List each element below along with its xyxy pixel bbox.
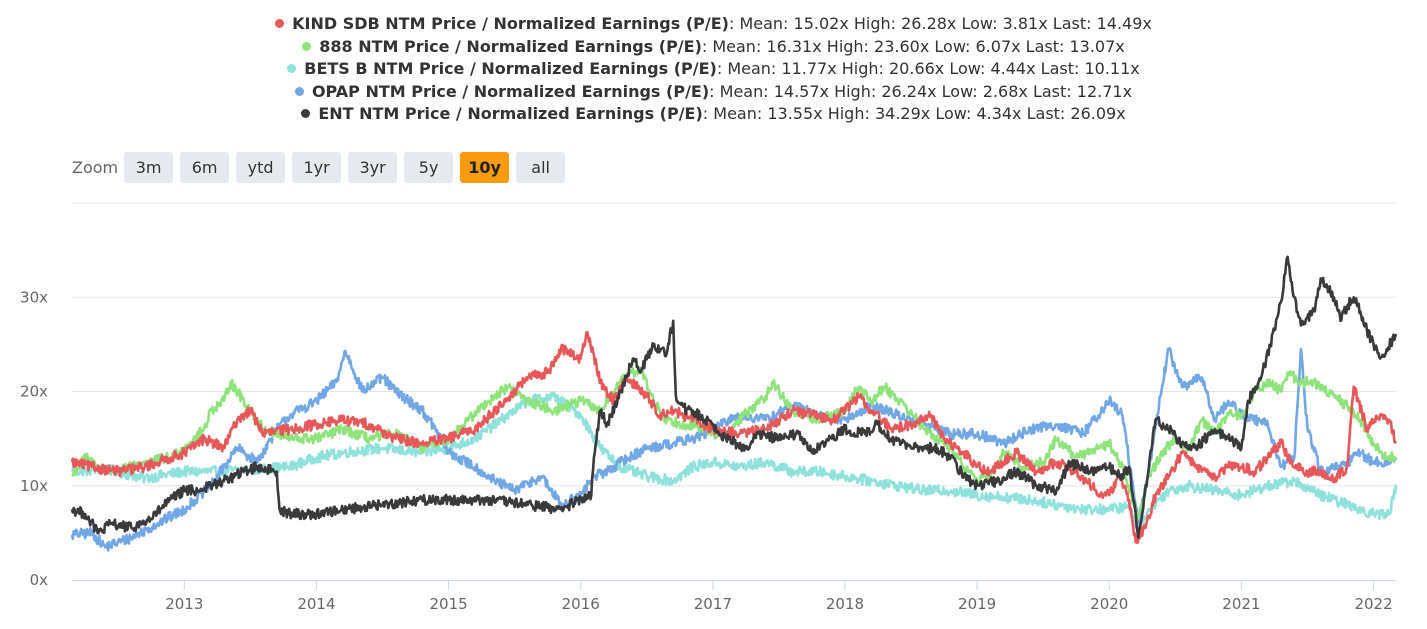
series-line-bets-b[interactable] bbox=[70, 391, 1398, 531]
x-tick-label: 2019 bbox=[958, 595, 996, 613]
legend-dot-opap bbox=[294, 86, 304, 96]
y-tick-label: 0x bbox=[30, 571, 49, 589]
legend-name-opap: OPAP NTM Price / Normalized Earnings (P/… bbox=[311, 81, 710, 101]
legend-name-888: 888 NTM Price / Normalized Earnings (P/E… bbox=[319, 36, 702, 56]
y-tick-label: 20x bbox=[20, 383, 48, 401]
x-tick-label: 2021 bbox=[1222, 595, 1260, 613]
legend-name-ent: ENT NTM Price / Normalized Earnings (P/E… bbox=[318, 104, 703, 123]
legend-item-opap[interactable]: OPAP NTM Price / Normalized Earnings (P/… bbox=[0, 81, 1427, 104]
legend: KIND SDB NTM Price / Normalized Earnings… bbox=[0, 13, 1427, 126]
legend-stats-bets: : Mean: 11.77x High: 20.66x Low: 4.44x L… bbox=[716, 59, 1140, 78]
zoom-button-3yr[interactable]: 3yr bbox=[348, 152, 398, 183]
series-line-ent[interactable] bbox=[70, 255, 1398, 539]
y-axis-labels: 0x 10x 20x 30x bbox=[20, 288, 48, 589]
series-line-opap[interactable] bbox=[70, 346, 1398, 552]
x-axis: 2013 2014 2015 2016 2017 2018 2019 2020 2021 2022 bbox=[72, 580, 1396, 613]
x-tick-label: 2013 bbox=[165, 595, 203, 613]
x-tick-label: 2015 bbox=[429, 595, 467, 613]
y-tick-label: 10x bbox=[20, 477, 48, 495]
legend-dot-888 bbox=[302, 41, 312, 51]
series-lines bbox=[70, 255, 1398, 552]
zoom-button-6m[interactable]: 6m bbox=[180, 152, 230, 183]
zoom-button-5y[interactable]: 5y bbox=[404, 152, 454, 183]
x-tick-label: 2022 bbox=[1354, 595, 1392, 613]
x-tick-label: 2018 bbox=[826, 595, 864, 613]
zoom-button-10y[interactable]: 10y bbox=[460, 152, 510, 183]
y-tick-label: 30x bbox=[20, 288, 48, 306]
legend-name-bets: BETS B NTM Price / Normalized Earnings (… bbox=[304, 59, 717, 78]
legend-dot-ent bbox=[301, 109, 311, 118]
zoom-button-1yr[interactable]: 1yr bbox=[292, 152, 342, 183]
x-tick-label: 2017 bbox=[694, 595, 732, 613]
legend-item-ent[interactable]: ENT NTM Price / Normalized Earnings (P/E… bbox=[0, 103, 1427, 126]
legend-dot-bets bbox=[287, 64, 297, 73]
legend-item-kind[interactable]: KIND SDB NTM Price / Normalized Earnings… bbox=[0, 13, 1427, 36]
zoom-button-ytd[interactable]: ytd bbox=[236, 152, 286, 183]
legend-stats-888: : Mean: 16.31x High: 23.60x Low: 6.07x L… bbox=[701, 36, 1125, 56]
series-line-kind-sdb[interactable] bbox=[70, 331, 1398, 545]
zoom-button-all[interactable]: all bbox=[516, 152, 566, 183]
legend-dot-kind bbox=[275, 19, 285, 28]
legend-item-bets[interactable]: BETS B NTM Price / Normalized Earnings (… bbox=[0, 58, 1427, 81]
x-tick-label: 2016 bbox=[562, 595, 600, 613]
legend-name-kind: KIND SDB NTM Price / Normalized Earnings… bbox=[292, 14, 729, 33]
x-tick-label: 2020 bbox=[1090, 595, 1128, 613]
legend-stats-ent: : Mean: 13.55x High: 34.29x Low: 4.34x L… bbox=[702, 104, 1126, 123]
zoom-button-3m[interactable]: 3m bbox=[124, 152, 174, 183]
zoom-label: Zoom bbox=[72, 158, 119, 177]
legend-item-888[interactable]: 888 NTM Price / Normalized Earnings (P/E… bbox=[0, 36, 1427, 59]
zoom-bar: Zoom 3m 6m ytd 1yr 3yr 5y 10y all bbox=[72, 151, 572, 184]
grid-lines bbox=[72, 202, 1396, 487]
legend-stats-kind: : Mean: 15.02x High: 26.28x Low: 3.81x L… bbox=[728, 14, 1152, 33]
x-tick-label: 2014 bbox=[297, 595, 335, 613]
legend-stats-opap: : Mean: 14.57x High: 26.24x Low: 2.68x L… bbox=[709, 81, 1133, 101]
